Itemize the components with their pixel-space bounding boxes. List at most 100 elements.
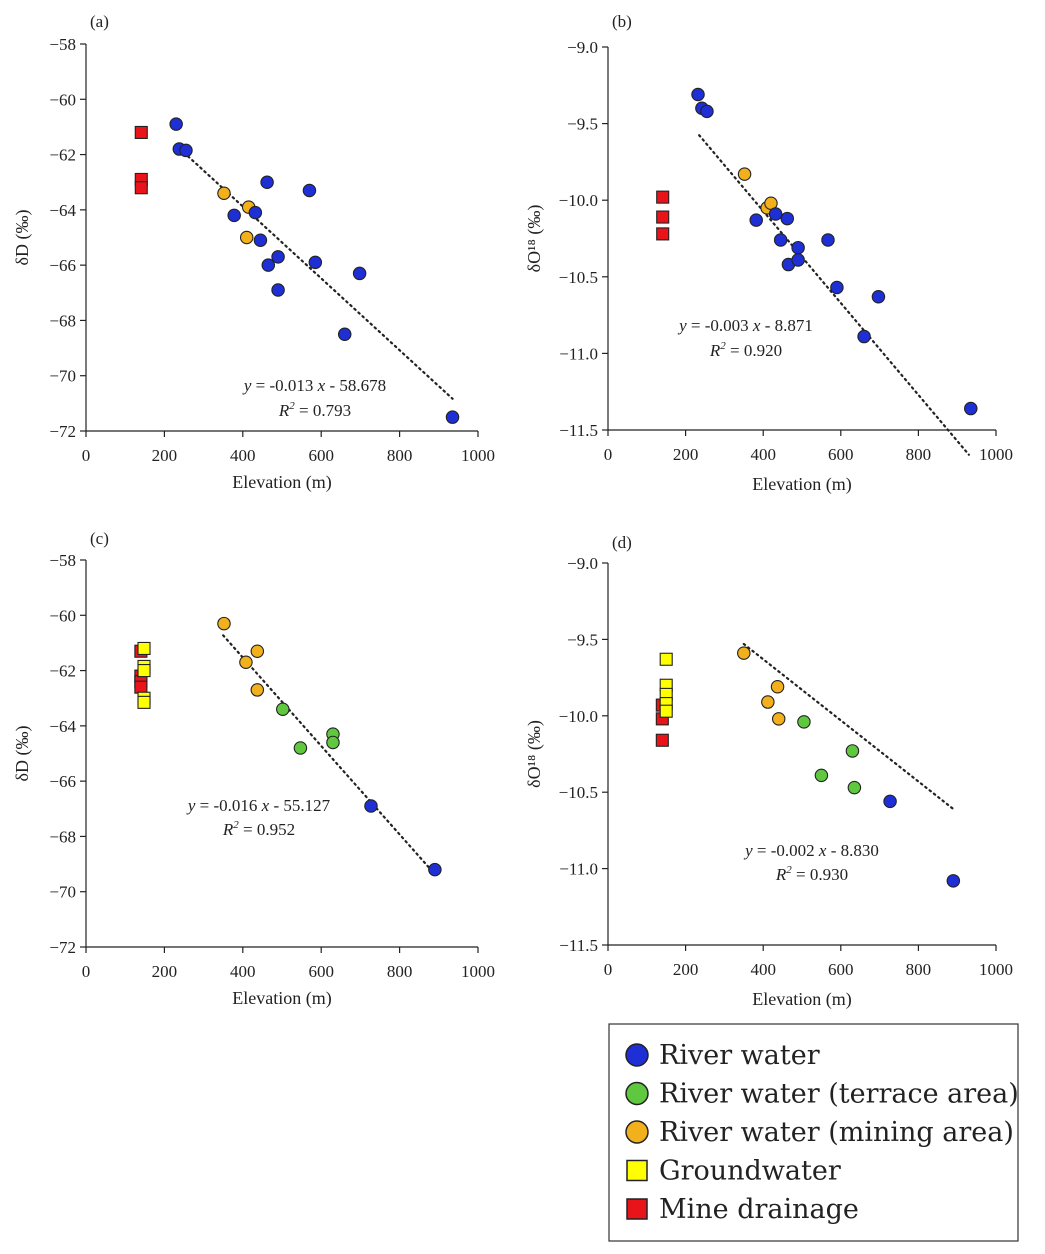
y-tick-label: −72 [49, 938, 76, 957]
y-tick-label: −68 [49, 827, 76, 846]
eq-y: y [242, 376, 252, 395]
y-tick-label: −72 [49, 422, 76, 441]
trend-line [698, 134, 970, 456]
point-river [700, 104, 714, 119]
legend-box [608, 1023, 1019, 1242]
point-river [791, 253, 805, 267]
eq-post: - 8.830 [826, 841, 878, 860]
y-tick-label: −11.0 [559, 344, 598, 363]
x-axis-title: Elevation (m) [752, 989, 851, 1010]
x-tick-label: 600 [828, 445, 854, 464]
point-groundwater [659, 652, 673, 666]
y-tick-label: −10.0 [559, 707, 598, 726]
r-squared: R2 = 0.920 [709, 340, 782, 360]
point-drainage [656, 227, 670, 241]
eq-y: y [186, 796, 196, 815]
point-mining [761, 695, 775, 709]
y-tick-label: −70 [49, 883, 76, 902]
r-squared: R2 = 0.952 [222, 819, 295, 839]
point-river [271, 283, 285, 297]
r2-sup: 2 [786, 864, 792, 876]
chart-b: (b) −9.0 −9.5 −10.0 −10.5 −11.0 −11.5 0 200 400 60… [524, 12, 1013, 495]
y-tick-label: −60 [49, 90, 76, 109]
point-groundwater [659, 704, 673, 718]
trend-line [742, 642, 955, 811]
legend-marker-river [625, 1043, 649, 1067]
y-axis-title: δD (‰) [12, 726, 33, 782]
x-tick-label: 800 [906, 960, 932, 979]
point-river [271, 250, 285, 264]
y-tick-label: −11.0 [559, 860, 598, 879]
point-river [253, 233, 268, 248]
point-river [337, 327, 352, 341]
y-tick-label: −70 [49, 367, 76, 386]
legend-label-river: River water [659, 1040, 820, 1071]
x-tick-label: 800 [387, 446, 413, 465]
x-tick-label: 600 [308, 962, 334, 981]
x-axis-title: Elevation (m) [232, 472, 331, 493]
point-mining [239, 230, 254, 245]
r2-value: = 0.920 [726, 341, 782, 360]
panel-label: (b) [612, 12, 632, 31]
chart-d: (d) −9.0 −9.5 −10.0 −10.5 −11.0 −11.5 0 200 400 60… [524, 533, 1013, 1010]
y-tick-label: −62 [49, 662, 76, 681]
point-river [883, 794, 897, 809]
point-river [260, 175, 274, 189]
x-tick-label: 0 [604, 960, 613, 979]
point-mining [771, 712, 786, 726]
chart-a: (a) −58 −60 −62 −64 −66 −68 −70 −72 0 200 400 600 800… [12, 12, 495, 493]
point-drainage [656, 190, 670, 204]
y-tick-label: −9.5 [567, 115, 598, 134]
y-tick-label: −10.0 [559, 191, 598, 210]
x-tick-label: 200 [152, 962, 178, 981]
x-tick-label: 0 [604, 445, 613, 464]
y-tick-label: −10.5 [559, 783, 598, 802]
x-tick-label: 200 [673, 960, 699, 979]
point-mining [737, 646, 751, 660]
eq-y: y [677, 316, 687, 335]
y-tick-label: −58 [49, 35, 76, 54]
r2-value: = 0.930 [792, 865, 848, 884]
point-river [773, 233, 788, 247]
point-river [946, 874, 961, 888]
x-tick-label: 1000 [461, 446, 495, 465]
y-tick-label: −68 [49, 311, 76, 330]
regression-equation: y = -0.002 x - 8.830 [743, 841, 879, 860]
x-tick-label: 400 [750, 445, 776, 464]
point-terrace [276, 702, 290, 717]
eq-post: - 55.127 [269, 796, 330, 815]
y-tick-label: −58 [49, 551, 76, 570]
x-tick-label: 600 [828, 960, 854, 979]
x-tick-label: 400 [750, 960, 776, 979]
x-tick-label: 200 [673, 445, 699, 464]
y-tick-label: −9.0 [567, 38, 598, 57]
legend-marker-groundwater [626, 1159, 648, 1182]
y-tick-label: −62 [49, 146, 76, 165]
point-mining [770, 680, 785, 694]
y-axis-title: δO¹⁸ (‰) [524, 205, 545, 273]
chart-c: (c) −58 −60 −62 −64 −66 −68 −70 −72 0 200 400 600 800… [12, 529, 495, 1009]
x-tick-label: 800 [906, 445, 932, 464]
x-tick-label: 1000 [979, 960, 1013, 979]
eq-post: - 58.678 [325, 376, 386, 395]
point-terrace [326, 735, 340, 750]
x-tick-label: 1000 [461, 962, 495, 981]
eq-pre: = -0.003 [687, 316, 753, 335]
point-groundwater [137, 695, 151, 709]
point-river [308, 255, 323, 270]
y-tick-label: −64 [49, 201, 76, 220]
legend-marker-terrace [625, 1081, 649, 1106]
point-river [821, 233, 835, 247]
point-terrace [293, 741, 308, 755]
point-river [302, 183, 317, 198]
r2-sup: 2 [233, 819, 239, 831]
x-tick-label: 400 [230, 962, 256, 981]
point-terrace [814, 768, 829, 783]
point-mining [250, 683, 265, 697]
r2-r: R [222, 820, 234, 839]
x-axis-title: Elevation (m) [232, 988, 331, 1009]
y-tick-label: −66 [49, 772, 76, 791]
point-drainage [134, 680, 148, 694]
y-tick-label: −11.5 [559, 936, 598, 955]
point-drainage [655, 733, 669, 747]
